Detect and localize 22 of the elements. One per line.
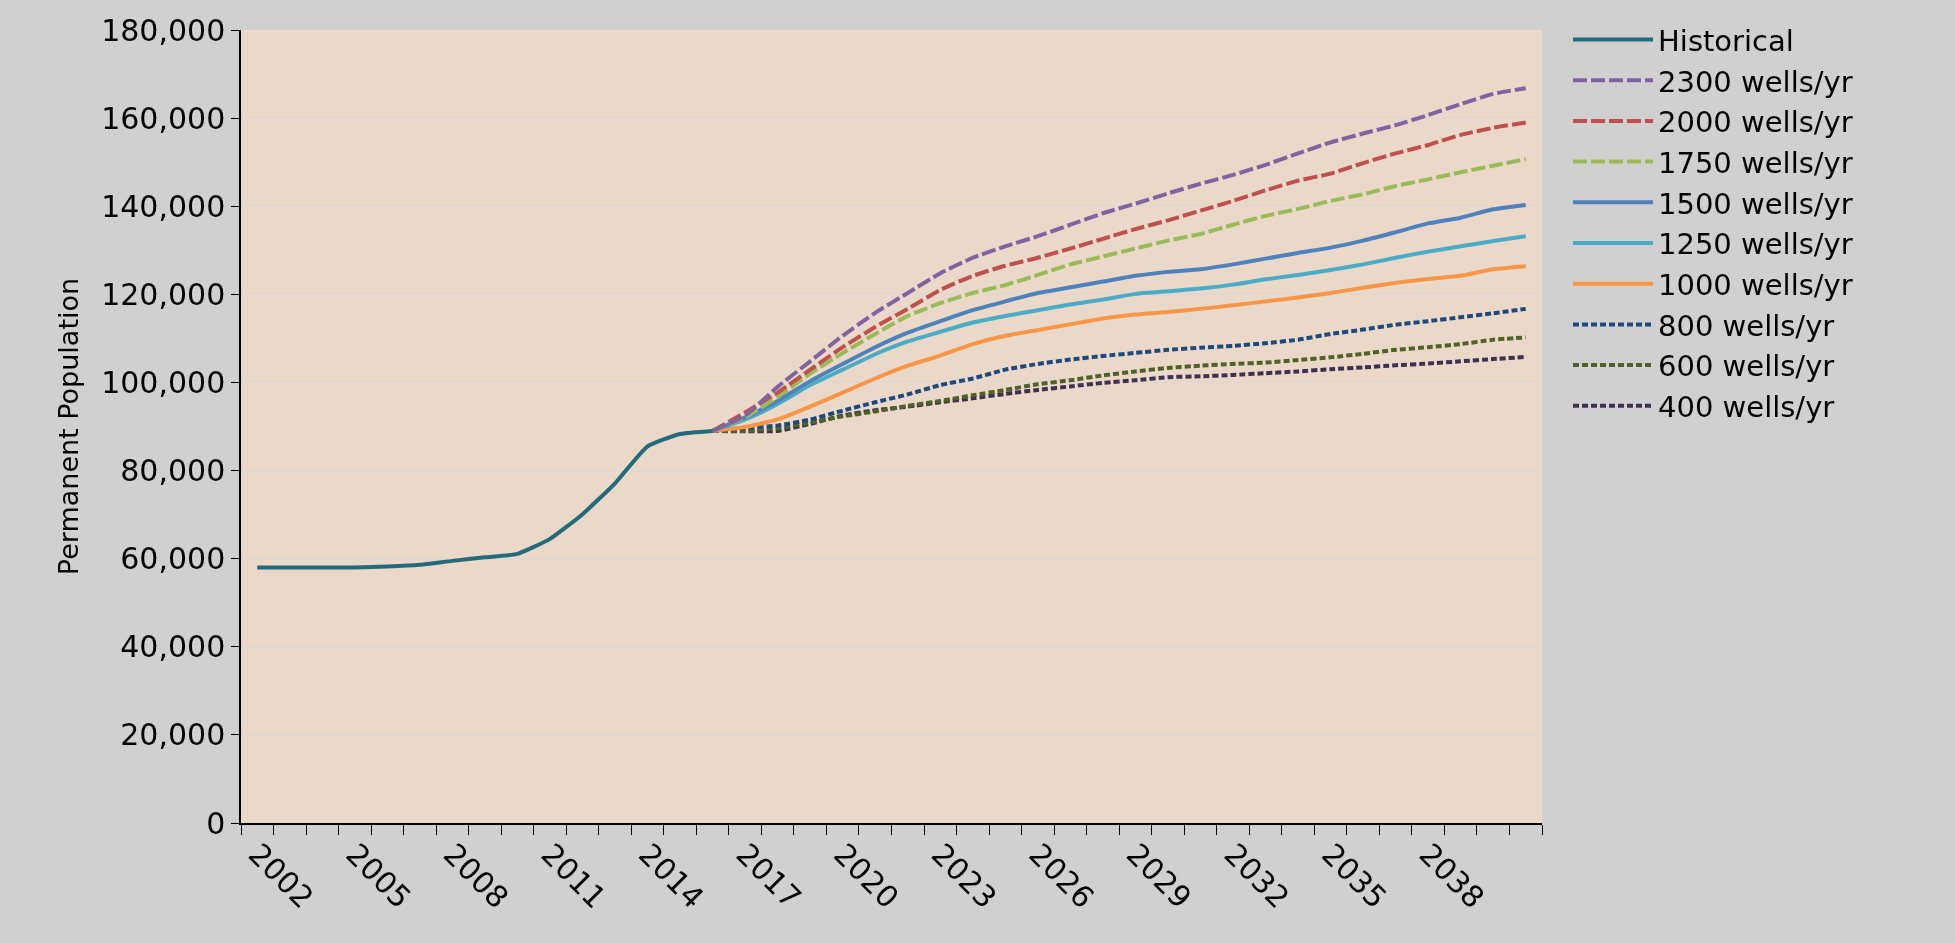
y-tick-label: 180,000 [101,12,226,48]
legend-label: 1500 wells/yr [1658,186,1853,221]
line-series [255,428,715,570]
legend-label: 2300 wells/yr [1658,64,1853,99]
y-tick-label: 100,000 [101,364,226,400]
legend-label: 400 wells/yr [1658,390,1835,425]
legend-label: 1250 wells/yr [1658,227,1853,262]
y-tick-label: 160,000 [101,100,226,136]
legend-label: 2000 wells/yr [1658,105,1853,140]
y-tick-label: 80,000 [120,453,226,489]
legend-label: 800 wells/yr [1658,308,1835,343]
legend-label: 1750 wells/yr [1658,145,1853,180]
legend-label: Historical [1658,23,1794,58]
y-tick-label: 0 [206,805,226,841]
y-tick-label: 60,000 [120,541,226,577]
y-tick-label: 140,000 [101,188,226,224]
y-tick-label: 40,000 [120,629,226,665]
y-axis-title: Permanent Population [52,277,84,576]
legend-label: 1000 wells/yr [1658,268,1853,302]
legend-label: 600 wells/yr [1658,349,1835,384]
y-tick-label: 20,000 [120,717,226,753]
y-tick-label: 120,000 [101,276,226,312]
